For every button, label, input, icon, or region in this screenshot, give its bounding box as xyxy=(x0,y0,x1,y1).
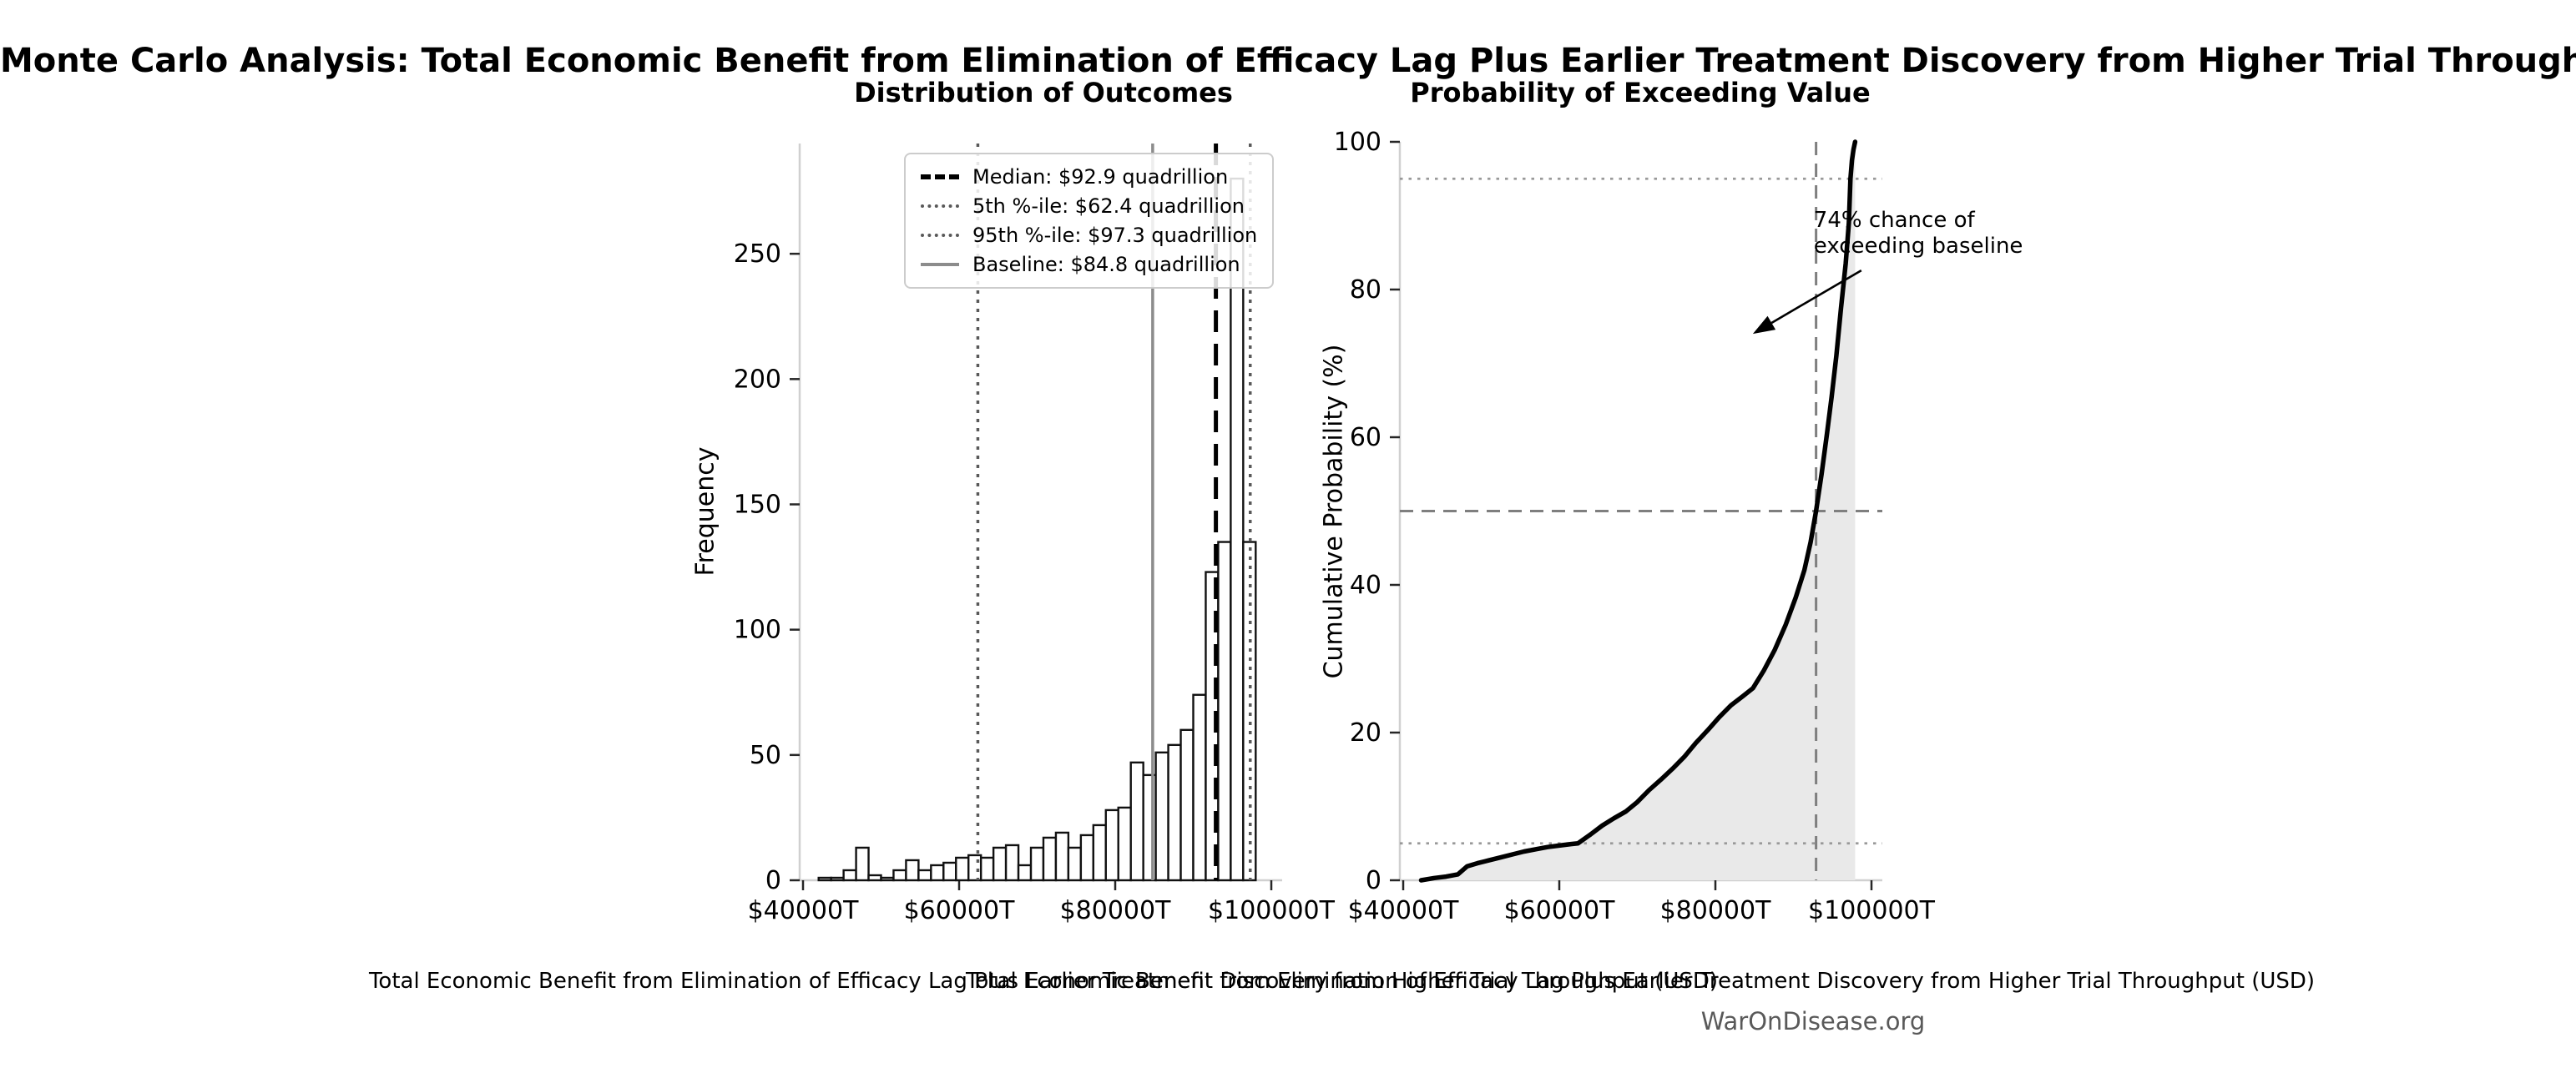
histogram-plot-title: Distribution of Outcomes xyxy=(854,77,1233,108)
x-tick-label: $80000T xyxy=(1060,896,1172,925)
x-tick-label: $40000T xyxy=(1348,896,1460,925)
x-tick-label: $60000T xyxy=(904,896,1016,925)
legend-entry: 5th %-ile: $62.4 quadrillion xyxy=(921,194,1257,219)
legend-label: 5th %-ile: $62.4 quadrillion xyxy=(972,194,1245,218)
y-tick-label: 80 xyxy=(1350,275,1381,305)
histogram-bar xyxy=(1054,831,1070,882)
histogram-bar xyxy=(905,859,920,882)
histogram-bar xyxy=(979,856,995,882)
histogram-bar xyxy=(967,854,982,882)
annotation-exceed-baseline: 74% chance of exceeding baseline xyxy=(1814,208,2023,259)
cdf-plot: $40000T $60000T $80000T $100000T 0 20 40 60 80 10… xyxy=(1334,128,1936,925)
x-tick-label: $100000T xyxy=(1208,896,1336,925)
histogram-bar xyxy=(1042,836,1058,882)
histogram-bar xyxy=(855,846,870,882)
legend-line-sample-dashed xyxy=(921,174,959,179)
histogram-bar xyxy=(1092,824,1107,882)
histogram-bar xyxy=(942,861,957,882)
cdf-plot-title: Probability of Exceeding Value xyxy=(1410,77,1871,108)
legend-label: 95th %-ile: $97.3 quadrillion xyxy=(972,224,1258,247)
legend-label: Median: $92.9 quadrillion xyxy=(972,165,1229,189)
y-tick-label: 200 xyxy=(734,365,781,394)
annotation-arrow-head xyxy=(1752,315,1776,335)
cdf-fill-area xyxy=(1421,142,1856,880)
histogram-bar xyxy=(1067,846,1083,882)
annotation-line-1: 74% chance of xyxy=(1813,208,1975,234)
legend-entry: 95th %-ile: $97.3 quadrillion xyxy=(921,223,1257,248)
y-tick-label: 150 xyxy=(734,490,781,519)
histogram-plot: $40000T $60000T $80000T $100000T 0 50 100 150 20… xyxy=(734,144,1336,925)
histogram-bar xyxy=(867,874,882,882)
footer-watermark: WarOnDisease.org xyxy=(1700,1007,1926,1035)
legend-label: Baseline: $84.8 quadrillion xyxy=(972,253,1240,276)
histogram-bar xyxy=(1179,728,1195,882)
histogram-bar xyxy=(1029,846,1045,882)
x-tick-label: $40000T xyxy=(748,896,860,925)
legend-line-sample-dotted xyxy=(921,204,959,208)
legend-entry: Median: $92.9 quadrillion xyxy=(921,164,1257,189)
legend-line-sample-solid xyxy=(921,263,959,266)
histogram-bar xyxy=(1117,806,1132,882)
histogram-bar xyxy=(817,876,832,882)
figure-title: Monte Carlo Analysis: Total Economic Ben… xyxy=(0,42,2576,80)
histogram-bar xyxy=(992,846,1008,882)
histogram-bar xyxy=(955,856,970,882)
x-tick-label: $80000T xyxy=(1660,896,1772,925)
y-tick-label: 60 xyxy=(1350,423,1381,452)
histogram-bar xyxy=(830,876,845,882)
histogram-bar xyxy=(1167,743,1182,882)
y-tick-label: 40 xyxy=(1350,571,1381,600)
histogram-bar xyxy=(1154,751,1169,882)
y-tick-label: 20 xyxy=(1350,718,1381,748)
x-tick-label: $100000T xyxy=(1808,896,1936,925)
y-tick-label: 0 xyxy=(1366,866,1381,895)
legend-line-sample-dotted xyxy=(921,234,959,237)
y-tick-label: 100 xyxy=(1334,128,1381,157)
histogram-bar xyxy=(1129,761,1144,882)
y-tick-label: 50 xyxy=(750,741,781,770)
histogram-bar xyxy=(892,869,907,882)
y-tick-label: 250 xyxy=(734,239,781,269)
annotation-arrow-shaft xyxy=(1770,269,1862,325)
histogram-bar xyxy=(880,876,895,882)
y-tick-label: 100 xyxy=(734,616,781,645)
histogram-bar xyxy=(1192,693,1207,882)
cdf-x-axis-label: Total Economic Benefit from Elimination … xyxy=(965,969,2316,994)
histogram-bar xyxy=(917,869,932,882)
histogram-bar xyxy=(1104,809,1119,882)
cdf-curve xyxy=(1418,139,1858,883)
histogram-bar xyxy=(1017,864,1033,882)
legend: Median: $92.9 quadrillion 5th %-ile: $62.… xyxy=(904,153,1275,289)
histogram-bar xyxy=(842,869,857,882)
legend-entry: Baseline: $84.8 quadrillion xyxy=(921,252,1257,277)
histogram-bar xyxy=(1079,834,1095,882)
annotation-line-2: exceeding baseline xyxy=(1813,234,2023,259)
histogram-x-axis-label: Total Economic Benefit from Elimination … xyxy=(368,969,1719,994)
histogram-bar xyxy=(1004,844,1020,882)
histogram-bar xyxy=(1217,541,1232,882)
histogram-bar xyxy=(930,864,945,882)
histogram-bar xyxy=(1242,541,1257,882)
y-tick-label: 0 xyxy=(765,866,781,895)
x-tick-label: $60000T xyxy=(1504,896,1616,925)
